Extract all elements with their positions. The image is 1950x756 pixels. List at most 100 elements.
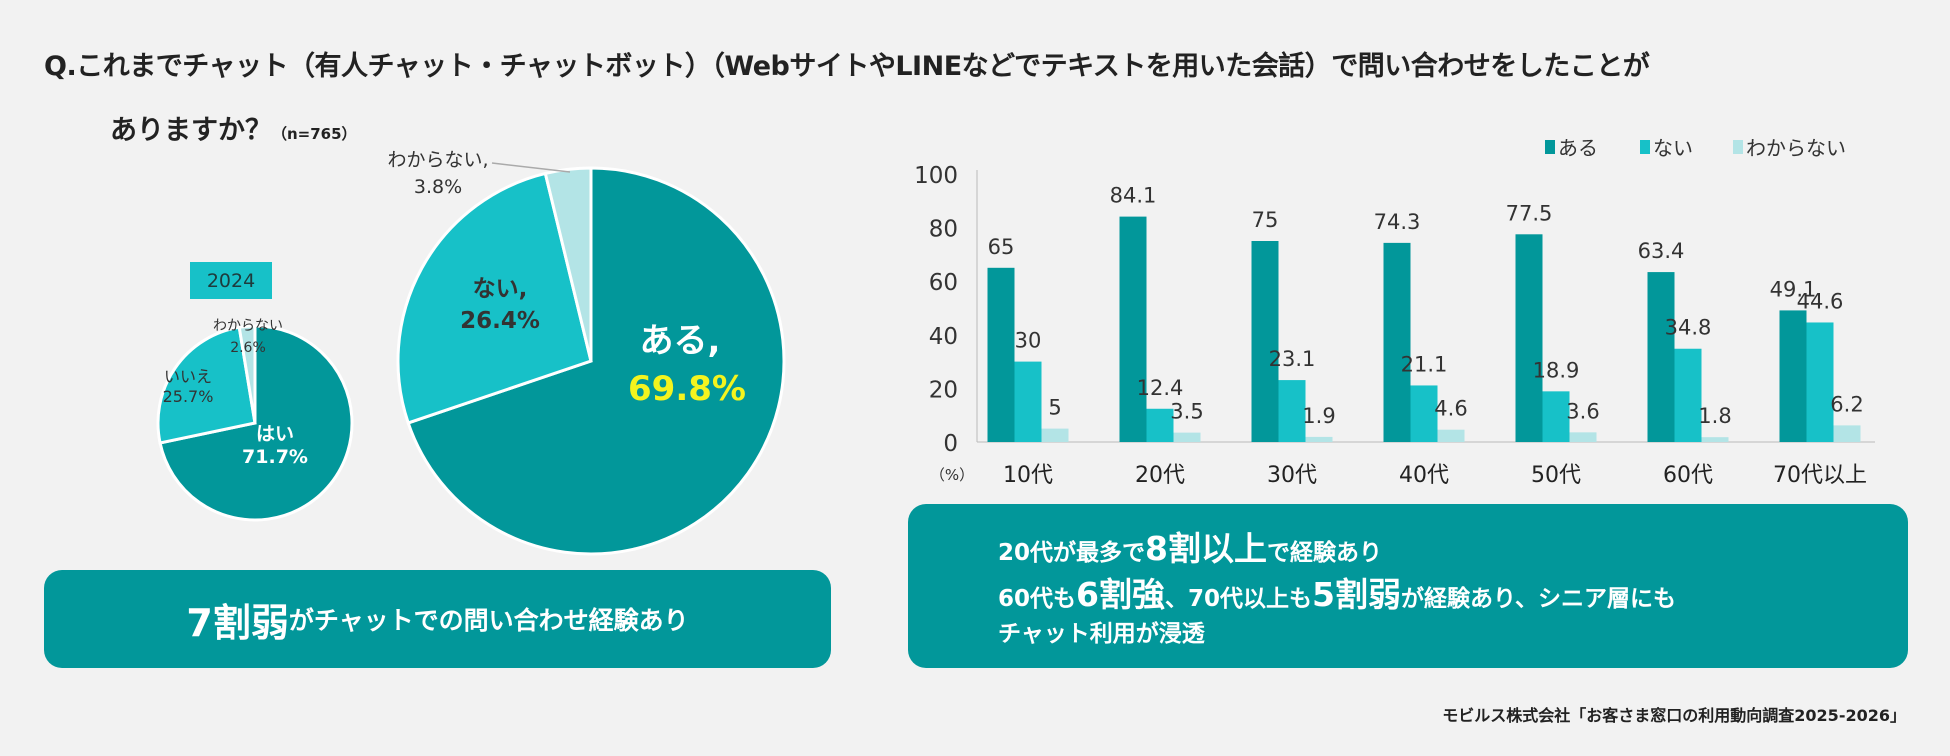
bar (1014, 361, 1042, 442)
data-label: 12.4 (1137, 376, 1184, 400)
bar (1146, 408, 1174, 442)
data-label: 34.8 (1665, 316, 1712, 340)
slice-value: 2.6% (230, 340, 266, 356)
bar (1251, 241, 1279, 442)
x-tick-label: 40代 (1399, 463, 1449, 488)
bar (1515, 234, 1543, 442)
y-unit-label: （%） (930, 466, 974, 484)
data-label: 3.6 (1566, 399, 1599, 423)
bar (1674, 348, 1702, 442)
slice-value: 69.8% (628, 369, 746, 409)
bar (1119, 216, 1147, 442)
y-tick-label: 80 (929, 217, 958, 243)
pie-slice (406, 166, 786, 556)
highlight: 6割強 (1076, 575, 1165, 615)
x-tick-label: 50代 (1531, 463, 1581, 488)
legend-swatch (1545, 140, 1555, 154)
pie-slice (156, 325, 257, 445)
data-label: 84.1 (1110, 184, 1157, 208)
slice-value: 25.7% (163, 387, 214, 406)
x-tick-label: 20代 (1135, 463, 1185, 488)
data-label: 75 (1252, 208, 1279, 232)
y-tick-label: 100 (914, 163, 958, 189)
data-label: 49.1 (1770, 277, 1817, 301)
data-label: 4.6 (1434, 397, 1467, 421)
slice-label: わからない, (387, 149, 488, 171)
text: 60代も (998, 586, 1077, 613)
summary-highlight: 7割弱 (186, 600, 289, 645)
summary-line-3: チャット利用が浸透 (998, 621, 1205, 648)
data-label: 63.4 (1638, 239, 1685, 263)
summary-line-1: 20代が最多で8割以上で経験あり (998, 526, 1676, 572)
slice-value: 71.7% (242, 446, 308, 468)
slice-label: わからない (213, 318, 283, 334)
bar (1701, 437, 1729, 442)
data-label: 21.1 (1401, 352, 1448, 376)
legend-swatch (1640, 140, 1650, 154)
y-tick-label: 40 (929, 324, 958, 350)
summary-banner-left: 7割弱 がチャットでの問い合わせ経験あり (44, 570, 831, 668)
text: で経験あり (1266, 540, 1382, 566)
slice-label: はい (256, 423, 294, 445)
data-label: 30 (1015, 329, 1042, 353)
bar (1410, 385, 1438, 442)
bar (1278, 380, 1306, 442)
leader-line (491, 162, 571, 173)
text: が経験あり、シニア層にも (1400, 586, 1677, 613)
y-tick-label: 60 (929, 270, 958, 296)
data-label: 1.9 (1302, 404, 1335, 428)
bar (1779, 310, 1807, 442)
data-label: 18.9 (1533, 358, 1580, 382)
pie-slice (237, 324, 257, 424)
question-title-end: ありますか？ (110, 115, 272, 146)
question-title: Q.これまでチャット（有人チャット・チャットボット）（WebサイトやLINEなど… (44, 51, 1650, 82)
legend-label: ある (1558, 136, 1598, 160)
text: 、70代以上も (1164, 586, 1312, 613)
data-label: 1.8 (1698, 404, 1731, 428)
pie-slice (543, 166, 593, 362)
slice-label: ない, (473, 276, 528, 302)
data-label: 6.2 (1830, 392, 1863, 416)
data-label: 65 (988, 235, 1015, 259)
summary-line-2: 60代も6割強、70代以上も5割弱が経験あり、シニア層にも (998, 572, 1676, 618)
x-tick-label: 70代以上 (1773, 463, 1867, 488)
highlight: 5割弱 (1312, 575, 1401, 615)
legend-swatch (1733, 140, 1743, 154)
year-label: 2024 (190, 262, 272, 299)
summary-text: がチャットでの問い合わせ経験あり (288, 606, 689, 635)
bar (987, 267, 1015, 442)
x-tick-label: 60代 (1663, 463, 1713, 488)
pie-slice (396, 171, 593, 425)
slice-value: 3.8% (414, 176, 462, 198)
summary-banner-right: 20代が最多で8割以上で経験あり 60代も6割強、70代以上も5割弱が経験あり、… (908, 504, 1908, 668)
data-label: 3.5 (1170, 400, 1203, 424)
text: 20代が最多で (998, 540, 1146, 566)
source-credit: モビルス株式会社「お客さま窓口の利用動向調査2025-2026」 (1442, 706, 1906, 725)
data-label: 23.1 (1269, 347, 1316, 371)
x-tick-label: 10代 (1003, 463, 1053, 488)
bar (1647, 272, 1675, 442)
bar (1806, 322, 1834, 442)
bar (1569, 432, 1597, 442)
bar (1305, 436, 1333, 442)
bar (1041, 428, 1069, 442)
highlight: 8割以上 (1145, 529, 1267, 568)
bar (1437, 429, 1465, 442)
data-label: 44.6 (1797, 289, 1844, 313)
y-tick-label: 0 (943, 431, 958, 457)
slice-value: 26.4% (460, 308, 540, 334)
legend-label: わからない (1746, 136, 1846, 160)
bar (1383, 242, 1411, 442)
slice-label: いいえ (164, 367, 212, 386)
bar (1173, 432, 1201, 442)
data-label: 5 (1048, 396, 1061, 420)
x-tick-label: 30代 (1267, 463, 1317, 488)
y-tick-label: 20 (929, 377, 958, 403)
question-title-line2: ありますか？（n=765） (110, 108, 357, 147)
data-label: 74.3 (1374, 210, 1421, 234)
bar (1833, 425, 1861, 442)
sample-size: （n=765） (272, 125, 357, 143)
legend-label: ない (1653, 136, 1693, 160)
data-label: 77.5 (1506, 201, 1553, 225)
